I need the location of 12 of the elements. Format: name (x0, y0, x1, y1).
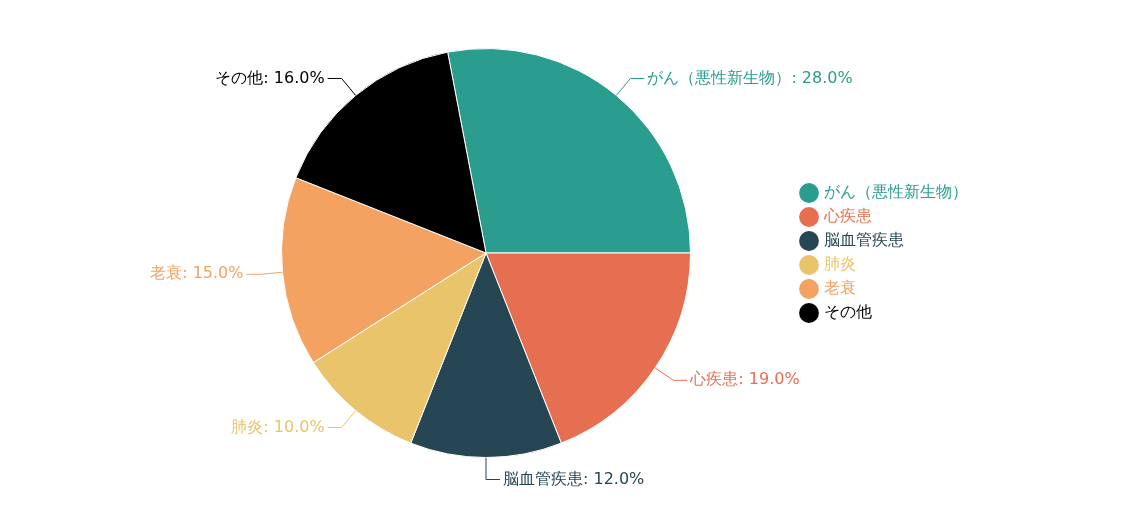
legend-label: 老衰 (824, 278, 856, 298)
legend-label: 肺炎 (824, 254, 856, 274)
category-label: 老衰: 15.0% (150, 263, 244, 283)
category-label: 脳血管疾患: 12.0% (503, 468, 645, 488)
category-label: がん（悪性新生物）: 28.0% (647, 67, 853, 87)
legend-label: その他 (824, 302, 872, 322)
legend-label: 脳血管疾患 (824, 230, 904, 250)
category-label: 肺炎: 10.0% (231, 416, 325, 436)
category-label: 心疾患: 19.0% (690, 369, 800, 389)
legend-label: 心疾患 (823, 206, 872, 226)
legend-label: がん（悪性新生物） (824, 182, 968, 202)
category-label: その他: 16.0% (215, 67, 325, 87)
